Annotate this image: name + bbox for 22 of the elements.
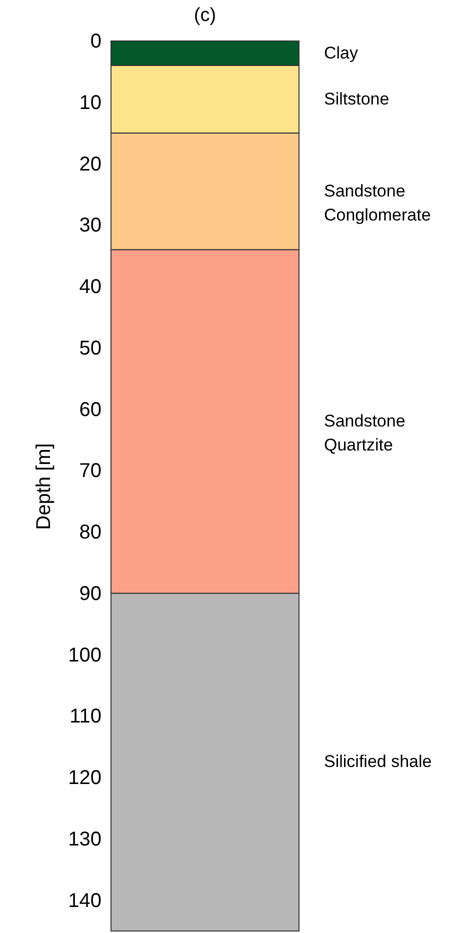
y-tick-label: 10 xyxy=(79,92,102,114)
y-tick-label: 0 xyxy=(90,30,102,52)
series-label: Clay xyxy=(324,43,359,62)
y-tick-label: 70 xyxy=(79,460,102,482)
y-tick-label: 20 xyxy=(79,153,102,176)
y-tick-label: 60 xyxy=(79,398,102,421)
y-tick-label: 80 xyxy=(79,522,102,544)
chart-title: (c) xyxy=(194,5,216,26)
y-tick-label: 130 xyxy=(68,828,102,850)
series-label: Silicified shale xyxy=(324,752,432,772)
y-tick-label: 50 xyxy=(79,337,102,360)
y-tick-label: 100 xyxy=(68,644,102,666)
y-tick-label: 30 xyxy=(79,214,102,237)
y-tick-label: 40 xyxy=(79,276,102,298)
series-label: Sandstone Quartzite xyxy=(324,412,406,455)
y-tick-label: 110 xyxy=(70,706,102,728)
y-tick-label: 120 xyxy=(68,767,102,790)
y-tick-label: 90 xyxy=(79,582,102,605)
y-tick-label: 140 xyxy=(68,890,102,912)
series-label: Siltstone xyxy=(324,89,390,108)
y-axis-title: Depth [m] xyxy=(33,443,56,530)
series-label: Sandstone Conglomerate xyxy=(324,181,431,224)
